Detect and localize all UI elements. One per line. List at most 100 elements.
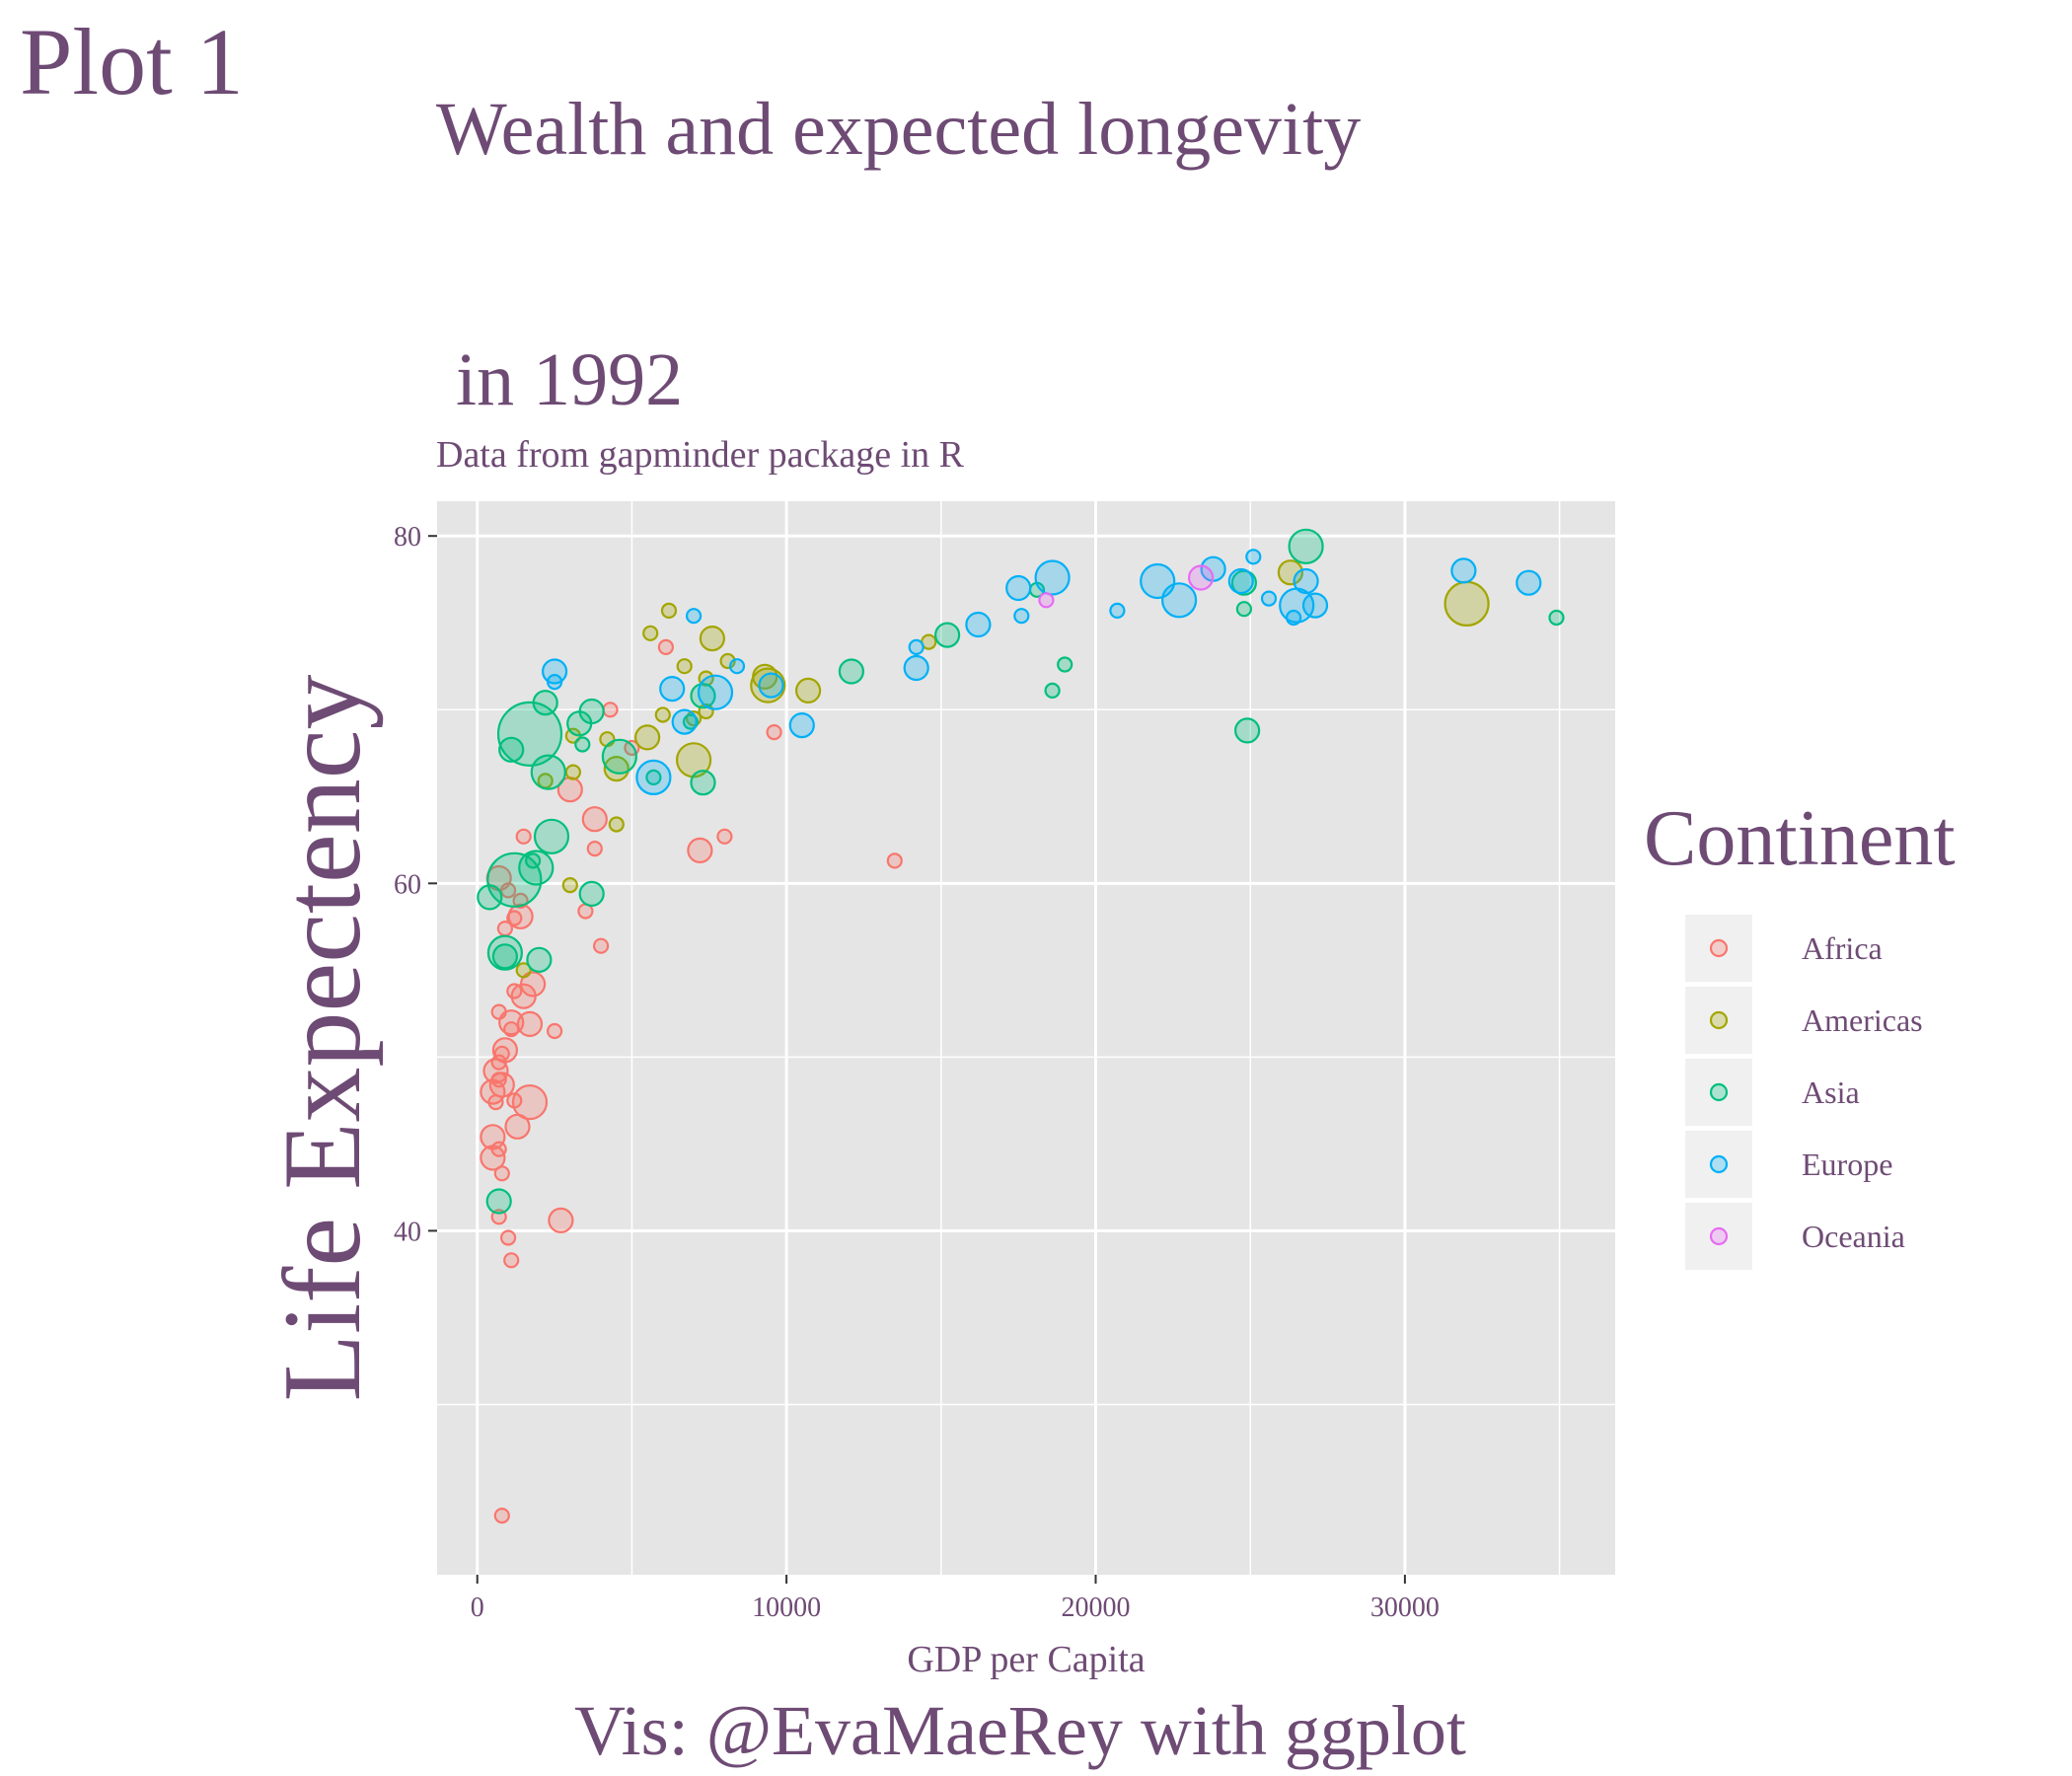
data-point-africa: [546, 1022, 563, 1040]
x-axis-label: GDP per Capita: [907, 1639, 1145, 1680]
data-point-africa: [499, 882, 517, 899]
data-point-africa: [687, 837, 713, 864]
data-point-europe: [1005, 574, 1032, 602]
plot-panel: [437, 501, 1615, 1575]
data-point-asia: [524, 852, 542, 869]
data-point-americas: [561, 876, 578, 894]
legend-key-americas: [1685, 987, 1752, 1054]
data-point-americas: [603, 755, 629, 782]
data-point-asia: [933, 622, 961, 648]
data-point-africa: [503, 1252, 520, 1269]
data-point-africa: [493, 1165, 510, 1182]
legend-marker-europe: [1709, 1154, 1729, 1174]
minor-gridlines: [437, 501, 1615, 1575]
data-point-europe: [697, 674, 734, 710]
data-point-africa: [592, 937, 610, 954]
data-points: [477, 528, 1565, 1524]
data-point-asia: [532, 690, 558, 716]
data-point-africa: [586, 840, 603, 857]
data-point-asia: [682, 713, 700, 730]
data-point-europe: [685, 608, 703, 625]
data-point-oceania: [1038, 592, 1055, 609]
major-gridlines: [437, 501, 1615, 1575]
data-point-asia: [533, 818, 570, 854]
data-point-europe: [728, 658, 746, 675]
y-tick-label: 40: [394, 1217, 421, 1247]
data-point-asia: [578, 880, 605, 908]
legend-marker-africa: [1709, 938, 1729, 958]
data-point-americas: [654, 706, 671, 723]
data-point-americas: [676, 658, 693, 675]
x-axis-ticks: 0 10000 20000 30000: [471, 1575, 1440, 1623]
data-point-africa: [716, 828, 733, 845]
data-point-europe: [1034, 559, 1071, 596]
data-point-europe: [1260, 590, 1278, 607]
data-point-europe: [1516, 569, 1542, 596]
data-point-africa: [516, 1010, 544, 1038]
data-point-americas: [633, 724, 661, 751]
data-point-americas: [564, 764, 582, 780]
data-point-africa: [515, 828, 532, 845]
legend-label-asia: Asia: [1802, 1074, 1860, 1110]
chart-subtitle: Data from gapminder package in R: [436, 434, 965, 476]
data-point-asia: [690, 770, 716, 796]
data-point-asia: [526, 946, 553, 973]
data-point-americas: [642, 625, 659, 641]
y-axis-ticks: 40 60 80: [394, 522, 437, 1247]
x-tick-label: 10000: [752, 1592, 821, 1623]
chart-title-line-2: in 1992: [456, 338, 683, 421]
data-point-africa: [657, 638, 675, 656]
data-point-africa: [511, 1083, 549, 1121]
data-point-americas: [1443, 580, 1490, 628]
data-point-africa: [581, 806, 608, 833]
legend-key-africa: [1685, 915, 1752, 982]
data-point-americas: [794, 677, 822, 704]
data-point-africa: [487, 1093, 504, 1111]
legend-marker-asia: [1709, 1082, 1729, 1102]
x-tick-label: 0: [471, 1592, 484, 1623]
legend-key-asia: [1685, 1059, 1752, 1126]
data-point-europe: [1013, 608, 1030, 625]
data-point-asia: [1288, 528, 1324, 564]
legend-key-europe: [1685, 1131, 1752, 1198]
y-axis-label: Life Expectency: [261, 675, 384, 1402]
data-point-europe: [546, 673, 563, 691]
data-point-europe: [635, 759, 672, 796]
data-point-asia: [1548, 609, 1565, 627]
data-point-africa: [548, 1207, 574, 1234]
data-point-asia: [574, 736, 591, 753]
data-point-europe: [1227, 567, 1254, 595]
chart-title-line-1: Wealth and expected longevity: [436, 88, 1361, 171]
data-point-asia: [1044, 682, 1061, 700]
legend-key-oceania: [1685, 1203, 1752, 1270]
legend-marker-oceania: [1709, 1226, 1729, 1246]
data-point-americas: [660, 602, 678, 620]
data-point-africa: [510, 983, 537, 1009]
legend-marker-americas: [1709, 1010, 1729, 1030]
data-point-asia: [1057, 656, 1073, 673]
data-point-europe: [1109, 602, 1126, 620]
data-point-americas: [608, 816, 625, 833]
y-tick-label: 60: [394, 869, 421, 900]
plot-tag: Plot 1: [20, 9, 244, 114]
data-point-europe: [903, 654, 929, 682]
y-tick-label: 80: [394, 522, 421, 553]
data-point-asia: [578, 698, 605, 725]
data-point-americas: [699, 625, 726, 652]
data-point-europe: [908, 638, 925, 656]
legend-label-americas: Americas: [1802, 1002, 1923, 1038]
data-point-africa: [506, 1092, 523, 1109]
data-point-africa: [766, 723, 782, 741]
legend: Africa Americas Asia Europe Oceania: [1685, 915, 1923, 1270]
data-point-europe: [1301, 592, 1329, 619]
data-point-africa: [886, 852, 903, 869]
data-point-asia: [1233, 717, 1261, 744]
data-point-europe: [1245, 549, 1262, 565]
data-point-africa: [482, 1058, 509, 1084]
data-point-europe: [788, 711, 815, 739]
data-point-asia: [496, 701, 563, 768]
data-point-europe: [659, 675, 686, 703]
data-point-africa: [480, 1078, 506, 1105]
legend-label-africa: Africa: [1802, 930, 1883, 966]
